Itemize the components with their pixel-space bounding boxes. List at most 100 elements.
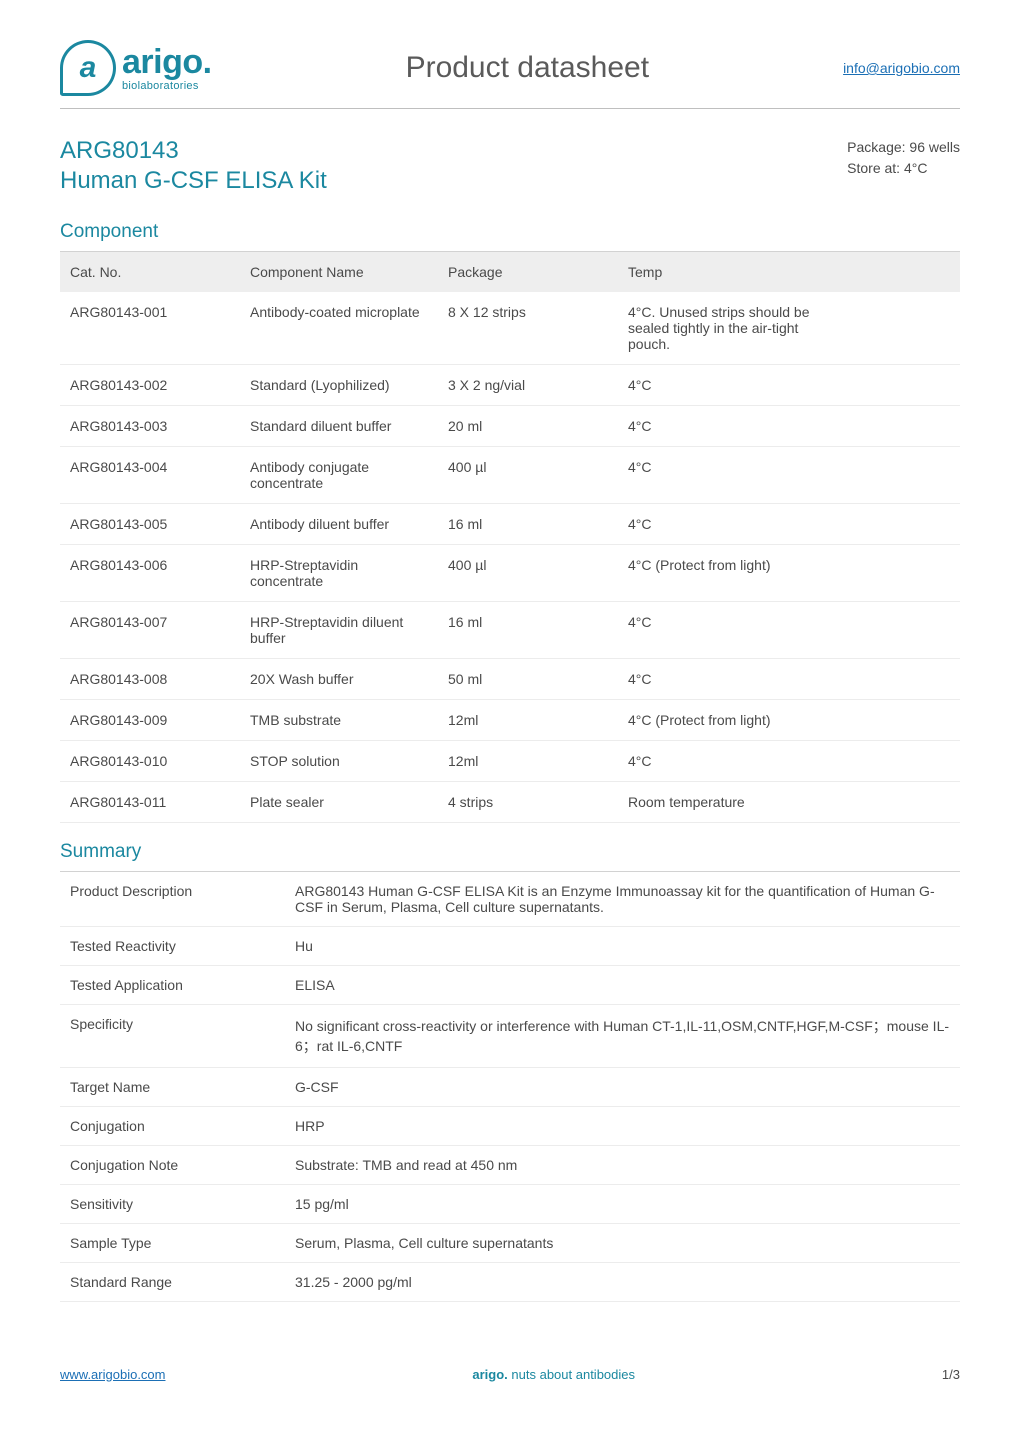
table-row: ARG80143-009 TMB substrate 12ml 4°C (Pro… — [60, 700, 960, 741]
page-footer: www.arigobio.com arigo. nuts about antib… — [60, 1367, 960, 1382]
summary-key: Conjugation Note — [60, 1146, 285, 1185]
summary-key: Standard Range — [60, 1263, 285, 1302]
summary-val: ELISA — [285, 966, 960, 1005]
brand-name: arigo. — [122, 45, 212, 79]
table-row: Conjugation Note Substrate: TMB and read… — [60, 1146, 960, 1185]
summary-val: No significant cross-reactivity or inter… — [285, 1005, 960, 1068]
cell-name: HRP-Streptavidin diluent buffer — [240, 602, 438, 659]
cell-package: 400 µl — [438, 447, 618, 504]
cell-name: Antibody-coated microplate — [240, 292, 438, 365]
meta-package: Package: 96 wells — [847, 137, 960, 158]
cell-package: 8 X 12 strips — [438, 292, 618, 365]
footer-tag-brand: arigo. — [472, 1367, 507, 1382]
product-name: Human G-CSF ELISA Kit — [60, 167, 327, 195]
cell-cat-no: ARG80143-009 — [60, 700, 240, 741]
meta-storage: Store at: 4°C — [847, 158, 960, 179]
table-row: Conjugation HRP — [60, 1107, 960, 1146]
component-table: Cat. No. Component Name Package Temp ARG… — [60, 252, 960, 823]
cell-package: 16 ml — [438, 602, 618, 659]
cell-cat-no: ARG80143-011 — [60, 782, 240, 823]
cell-name: Antibody conjugate concentrate — [240, 447, 438, 504]
table-row: ARG80143-010 STOP solution 12ml 4°C — [60, 741, 960, 782]
cell-temp: 4°C — [618, 447, 834, 504]
cell-temp: Room temperature — [618, 782, 834, 823]
summary-val: Hu — [285, 927, 960, 966]
table-row: ARG80143-003 Standard diluent buffer 20 … — [60, 406, 960, 447]
brand-sub: biolaboratories — [122, 81, 212, 92]
table-row: ARG80143-004 Antibody conjugate concentr… — [60, 447, 960, 504]
summary-val: 15 pg/ml — [285, 1185, 960, 1224]
footer-tagline: arigo. nuts about antibodies — [472, 1367, 635, 1382]
table-row: ARG80143-007 HRP-Streptavidin diluent bu… — [60, 602, 960, 659]
summary-key: Tested Application — [60, 966, 285, 1005]
cell-package: 12ml — [438, 741, 618, 782]
cell-name: Standard diluent buffer — [240, 406, 438, 447]
summary-val: ARG80143 Human G-CSF ELISA Kit is an Enz… — [285, 872, 960, 927]
cell-package: 16 ml — [438, 504, 618, 545]
cell-cat-no: ARG80143-010 — [60, 741, 240, 782]
summary-key: Product Description — [60, 872, 285, 927]
cell-package: 50 ml — [438, 659, 618, 700]
table-row: Specificity No significant cross-reactiv… — [60, 1005, 960, 1068]
cell-temp: 4°C — [618, 741, 834, 782]
footer-site-link[interactable]: www.arigobio.com — [60, 1367, 166, 1382]
page-header: a arigo. biolaboratories Product datashe… — [60, 40, 960, 108]
cell-name: Antibody diluent buffer — [240, 504, 438, 545]
footer-page-number: 1/3 — [942, 1367, 960, 1382]
cell-temp: 4°C. Unused strips should be sealed tigh… — [618, 292, 834, 365]
contact-email-link[interactable]: info@arigobio.com — [843, 60, 960, 76]
table-row: Target Name G-CSF — [60, 1068, 960, 1107]
logo-swoosh-icon: a — [60, 40, 116, 96]
table-row: ARG80143-005 Antibody diluent buffer 16 … — [60, 504, 960, 545]
cell-temp: 4°C — [618, 659, 834, 700]
summary-val: Serum, Plasma, Cell culture supernatants — [285, 1224, 960, 1263]
table-row: ARG80143-001 Antibody-coated microplate … — [60, 292, 960, 365]
summary-key: Sensitivity — [60, 1185, 285, 1224]
table-row: Tested Application ELISA — [60, 966, 960, 1005]
table-row: Tested Reactivity Hu — [60, 927, 960, 966]
summary-val: HRP — [285, 1107, 960, 1146]
table-row: ARG80143-006 HRP-Streptavidin concentrat… — [60, 545, 960, 602]
table-header-row: Cat. No. Component Name Package Temp — [60, 252, 960, 292]
cell-cat-no: ARG80143-004 — [60, 447, 240, 504]
summary-key: Tested Reactivity — [60, 927, 285, 966]
page-title: Product datasheet — [406, 51, 650, 85]
table-row: ARG80143-011 Plate sealer 4 strips Room … — [60, 782, 960, 823]
summary-key: Conjugation — [60, 1107, 285, 1146]
cell-package: 3 X 2 ng/vial — [438, 365, 618, 406]
summary-val: Substrate: TMB and read at 450 nm — [285, 1146, 960, 1185]
col-component-name: Component Name — [240, 252, 438, 292]
cell-cat-no: ARG80143-003 — [60, 406, 240, 447]
cell-package: 12ml — [438, 700, 618, 741]
product-meta-row: ARG80143 Human G-CSF ELISA Kit Package: … — [60, 137, 960, 195]
brand-logo: a arigo. biolaboratories — [60, 40, 212, 96]
product-code: ARG80143 — [60, 137, 327, 165]
cell-cat-no: ARG80143-002 — [60, 365, 240, 406]
cell-temp: 4°C (Protect from light) — [618, 700, 834, 741]
cell-cat-no: ARG80143-005 — [60, 504, 240, 545]
cell-cat-no: ARG80143-008 — [60, 659, 240, 700]
summary-key: Specificity — [60, 1005, 285, 1068]
summary-key: Sample Type — [60, 1224, 285, 1263]
cell-cat-no: ARG80143-001 — [60, 292, 240, 365]
cell-temp: 4°C — [618, 602, 834, 659]
summary-val: 31.25 - 2000 pg/ml — [285, 1263, 960, 1302]
col-package: Package — [438, 252, 618, 292]
col-cat-no: Cat. No. — [60, 252, 240, 292]
cell-temp: 4°C — [618, 406, 834, 447]
cell-package: 400 µl — [438, 545, 618, 602]
header-divider — [60, 108, 960, 109]
table-row: Sample Type Serum, Plasma, Cell culture … — [60, 1224, 960, 1263]
col-temp: Temp — [618, 252, 834, 292]
table-row: ARG80143-002 Standard (Lyophilized) 3 X … — [60, 365, 960, 406]
summary-val: G-CSF — [285, 1068, 960, 1107]
logo-glyph: a — [80, 51, 97, 85]
cell-name: Standard (Lyophilized) — [240, 365, 438, 406]
cell-package: 4 strips — [438, 782, 618, 823]
cell-temp: 4°C (Protect from light) — [618, 545, 834, 602]
cell-name: STOP solution — [240, 741, 438, 782]
cell-name: Plate sealer — [240, 782, 438, 823]
cell-name: TMB substrate — [240, 700, 438, 741]
cell-temp: 4°C — [618, 365, 834, 406]
table-row: Product Description ARG80143 Human G-CSF… — [60, 872, 960, 927]
